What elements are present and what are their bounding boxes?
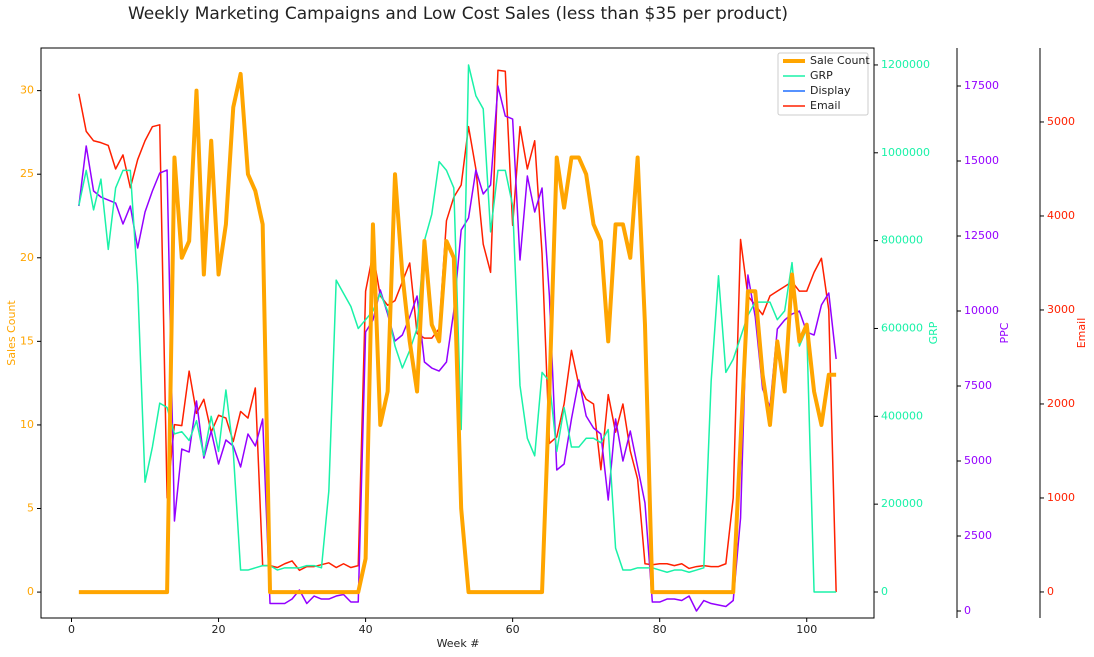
y3-tick-label: 10000 [964, 304, 999, 317]
y-axis-label: Sales Count [5, 300, 18, 366]
y2-tick-label: 600000 [881, 321, 923, 334]
plot-frame [40, 47, 875, 619]
chart-title: Weekly Marketing Campaigns and Low Cost … [128, 4, 788, 24]
y4-axis-label: Email [1075, 318, 1088, 349]
x-axis-label: Week # [437, 637, 480, 650]
y-tick-label: 30 [20, 84, 34, 97]
y3-tick-label: 15000 [964, 154, 999, 167]
y4-tick-label: 5000 [1047, 115, 1075, 128]
legend-box [777, 52, 869, 116]
y3-tick-label: 5000 [964, 454, 992, 467]
y3-tick-label: 0 [964, 604, 971, 617]
y-tick-label: 15 [20, 334, 34, 347]
y4-tick-label: 1000 [1047, 491, 1075, 504]
legend-label: Sale Count [810, 54, 870, 67]
x-tick-label: 60 [506, 623, 520, 636]
y-tick-label: 20 [20, 251, 34, 264]
y2-tick-label: 200000 [881, 497, 923, 510]
series-line [78, 69, 837, 592]
x-tick-label: 0 [68, 623, 75, 636]
y3-tick-label: 2500 [964, 529, 992, 542]
y4-tick-label: 0 [1047, 585, 1054, 598]
y2-tick-label: 800000 [881, 234, 923, 247]
series-line [78, 85, 837, 612]
y2-axis-label: GRP [927, 321, 940, 344]
y2-tick-label: 1000000 [881, 146, 930, 159]
y4-tick-label: 3000 [1047, 303, 1075, 316]
series-line [78, 64, 837, 593]
y4-tick-label: 4000 [1047, 209, 1075, 222]
x-tick-label: 20 [212, 623, 226, 636]
y3-tick-label: 12500 [964, 229, 999, 242]
y-tick-label: 5 [27, 502, 34, 515]
y2-tick-label: 1200000 [881, 58, 930, 71]
legend-label: GRP [810, 69, 833, 82]
y2-tick-label: 0 [881, 585, 888, 598]
x-tick-label: 100 [796, 623, 817, 636]
x-tick-label: 80 [653, 623, 667, 636]
series-line [78, 71, 837, 595]
y3-tick-label: 17500 [964, 79, 999, 92]
x-tick-label: 40 [359, 623, 373, 636]
y-tick-label: 25 [20, 167, 34, 180]
y-tick-label: 10 [20, 418, 34, 431]
legend-label: Display [810, 84, 851, 97]
y4-tick-label: 2000 [1047, 397, 1075, 410]
y3-axis-label: PPC [998, 322, 1011, 343]
legend-label: Email [810, 99, 841, 112]
y-tick-label: 0 [27, 585, 34, 598]
y2-tick-label: 400000 [881, 409, 923, 422]
y3-tick-label: 7500 [964, 379, 992, 392]
